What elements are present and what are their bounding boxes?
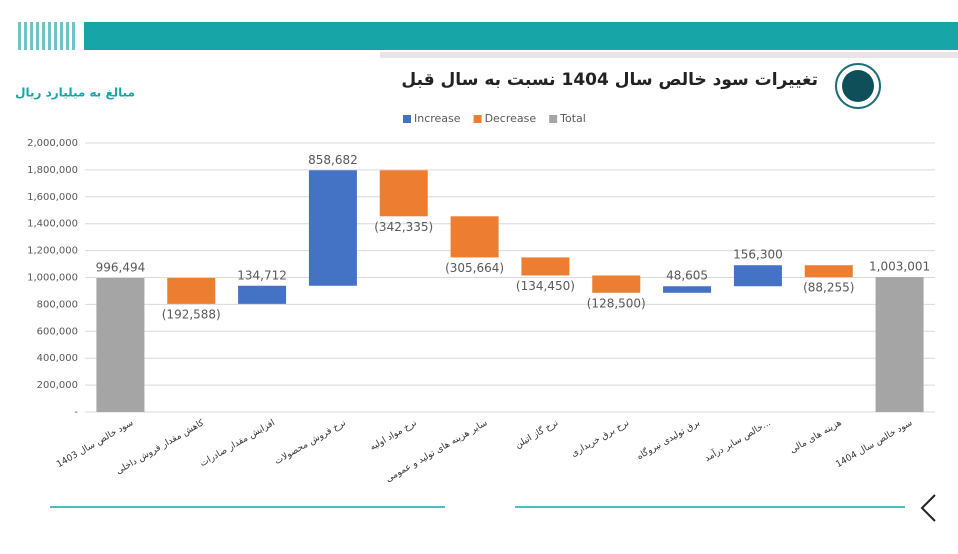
bar [521,257,570,276]
legend-swatch [549,115,558,123]
y-tick-label: 1,600,000 [27,192,78,203]
x-tick-label: نرخ فروش محصولات [273,418,348,467]
bar [96,277,145,412]
data-label: 48,605 [666,269,708,283]
legend-swatch [473,115,482,123]
bar [238,285,287,304]
legend-label: Increase [414,112,461,125]
back-button[interactable] [920,494,936,522]
title-icon-core [842,70,874,102]
data-label: 996,494 [96,260,146,274]
y-tick-label: 2,000,000 [27,138,78,149]
y-tick-label: 1,800,000 [27,165,78,176]
header-bar [84,22,958,50]
bar [592,275,641,293]
decor-stripes [18,22,78,50]
y-tick-label: - [74,407,78,418]
y-tick-label: 400,000 [37,353,78,364]
data-label: (134,450) [516,279,575,293]
data-label: (342,335) [374,220,433,234]
bar [308,170,357,286]
legend-label: Total [559,112,586,125]
x-tick-label: برق تولیدی نیروگاه [634,416,701,462]
header-shadow [380,52,958,58]
data-label: 134,712 [237,268,287,282]
x-tick-label: نرخ برق خریداری [570,418,631,459]
data-label: (305,664) [445,261,504,275]
bar [663,286,712,293]
bar [804,265,853,278]
bar [167,277,216,304]
x-tick-label: سود خالص سال 1404 [834,418,914,470]
chart-title: تغییرات سود خالص سال 1404 نسبت به سال قب… [401,70,818,90]
data-label: (88,255) [803,281,854,295]
y-tick-label: 1,400,000 [27,219,78,230]
x-tick-label: افزایش مقدار صادرات [199,418,277,469]
y-tick-label: 800,000 [37,299,78,310]
bar [379,170,428,217]
y-tick-label: 600,000 [37,326,78,337]
title-icon [835,63,881,109]
data-label: 1,003,001 [869,260,930,274]
data-label: 156,300 [733,248,783,262]
x-tick-label: نرخ گاز اتیلن [513,416,561,450]
legend-swatch [403,115,411,123]
bar [450,216,499,258]
data-label: (128,500) [587,296,646,310]
legend-label: Decrease [485,112,537,125]
bar [733,265,782,287]
x-tick-label: خالص سایر درآمد... [702,416,773,464]
bar [875,277,924,412]
subtitle: مبالغ به میلیارد ریال [15,86,135,100]
y-tick-label: 1,200,000 [27,246,78,257]
data-label: (192,588) [162,307,221,321]
x-tick-label: نرخ مواد اولیه [368,418,418,453]
x-tick-label: هزینه های مالی [788,418,843,456]
y-tick-label: 200,000 [37,380,78,391]
data-label: 858,682 [308,153,358,167]
y-tick-label: 1,000,000 [27,273,78,284]
